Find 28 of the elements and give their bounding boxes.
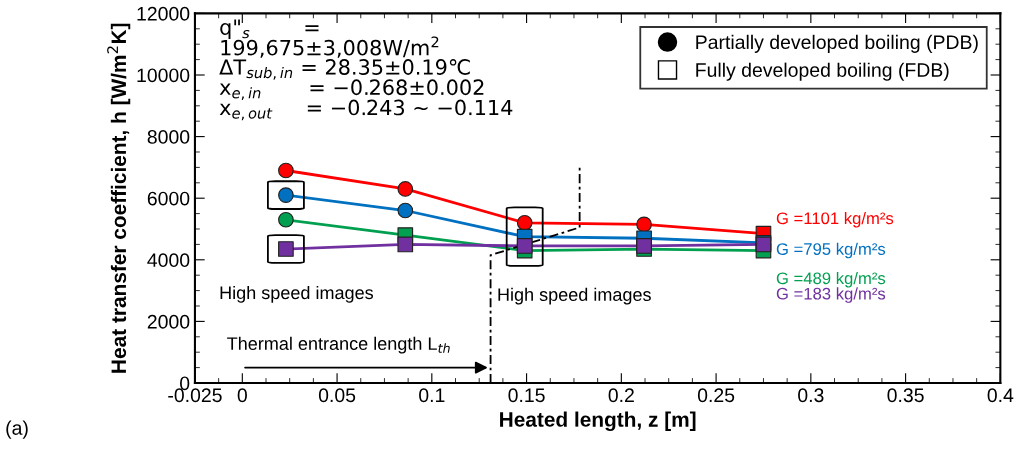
annotation: Partially developed boiling (PDB)	[696, 34, 978, 53]
y-tick-label: 6000	[147, 191, 190, 206]
x-tick-label: 0.35	[887, 388, 924, 403]
x-tick-label: 0.25	[697, 388, 735, 403]
x-tick-label: 0.1	[419, 388, 445, 403]
series-label: G =489 kg/m²s	[776, 271, 886, 288]
annotation: High speed images	[498, 287, 651, 305]
x-axis-title: Heated length, z [m]	[500, 411, 696, 432]
x-tick-label: 0.4	[987, 388, 1014, 403]
y-tick-label: 4000	[147, 253, 190, 268]
y-tick-label: 10000	[137, 68, 190, 83]
x-tick-label: 0.3	[798, 388, 824, 403]
series-label: G =795 kg/m²s	[776, 242, 886, 259]
annotation: Fully developed boiling (FDB)	[696, 62, 949, 81]
y-axis-title: Heat transfer coefficient, h [W/m$^{2}$K]	[107, 23, 131, 373]
annotation: Thermal entrance length L$_{th}$	[227, 336, 450, 354]
y-tick-label: 8000	[147, 130, 190, 144]
y-tick-label: 2000	[147, 314, 190, 329]
text: q"$_{s}$ = 199,675±3,008W/m$^{2}$ ΔT$_{sub,in}$ = 28.35±0.19℃ x$_{e,in}$ = −0.268±0.002 x$_{e,out}$ = −0.243 ~ −0.114	[219, 19, 513, 121]
y-tick-label: 12000	[137, 6, 190, 21]
x-tick-label: 0	[237, 388, 247, 403]
x-tick-label: 0.15	[508, 388, 545, 403]
series-label: G =1101 kg/m²s	[776, 211, 894, 228]
annotation: High speed images	[220, 285, 374, 303]
text: (a)	[6, 420, 28, 439]
text: G =183 kg/m²s	[776, 287, 886, 303]
x-tick-label: 0.2	[608, 388, 634, 403]
x-tick-label: 0.05	[318, 388, 356, 403]
